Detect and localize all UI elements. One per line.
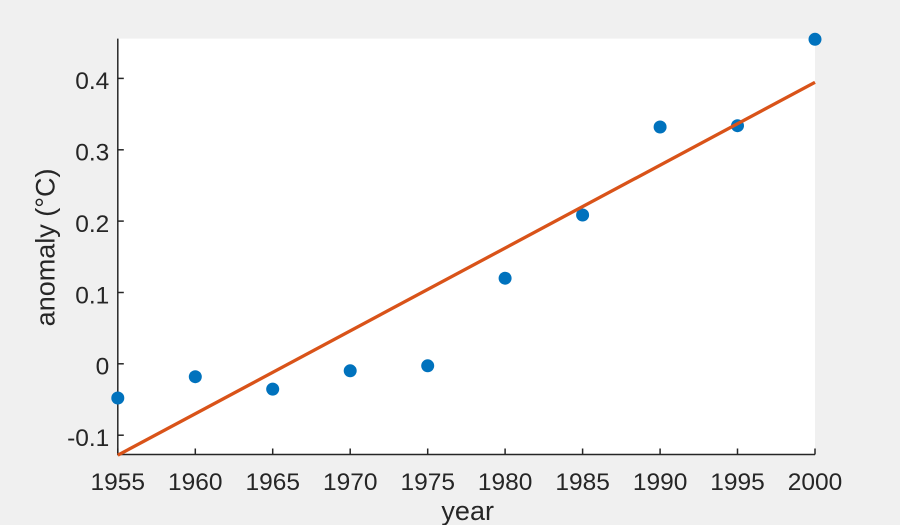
svg-text:1970: 1970 (323, 469, 378, 496)
svg-text:0: 0 (96, 354, 110, 381)
svg-text:1960: 1960 (168, 469, 223, 496)
svg-text:1995: 1995 (710, 469, 765, 496)
svg-text:1990: 1990 (633, 469, 688, 496)
svg-text:1985: 1985 (555, 469, 610, 496)
svg-text:year: year (441, 496, 494, 525)
svg-text:0.3: 0.3 (75, 140, 109, 167)
svg-text:1980: 1980 (478, 469, 533, 496)
svg-text:1965: 1965 (245, 469, 300, 496)
svg-text:0.1: 0.1 (75, 282, 109, 309)
svg-text:0.2: 0.2 (75, 211, 109, 238)
svg-text:2000: 2000 (788, 469, 843, 496)
svg-text:-0.1: -0.1 (67, 425, 109, 452)
svg-text:anomaly (°C): anomaly (°C) (31, 168, 61, 326)
svg-text:0.4: 0.4 (75, 68, 109, 95)
svg-text:1955: 1955 (91, 469, 146, 496)
svg-text:1975: 1975 (400, 469, 455, 496)
